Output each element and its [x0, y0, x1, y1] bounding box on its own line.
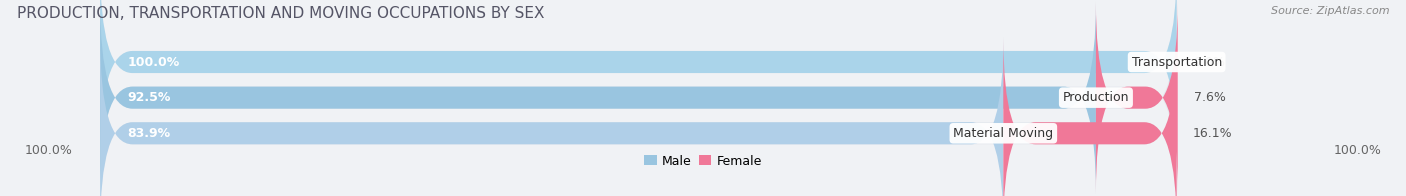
Text: 100.0%: 100.0% — [127, 55, 180, 69]
FancyBboxPatch shape — [100, 37, 1177, 196]
Legend: Male, Female: Male, Female — [640, 150, 766, 172]
Text: 100.0%: 100.0% — [25, 144, 73, 157]
Text: 0.0%: 0.0% — [1192, 55, 1225, 69]
Text: Material Moving: Material Moving — [953, 127, 1053, 140]
Text: 100.0%: 100.0% — [1333, 144, 1381, 157]
Text: Production: Production — [1063, 91, 1129, 104]
FancyBboxPatch shape — [100, 37, 1004, 196]
FancyBboxPatch shape — [100, 2, 1177, 193]
FancyBboxPatch shape — [100, 0, 1177, 158]
Text: 16.1%: 16.1% — [1192, 127, 1233, 140]
Text: 83.9%: 83.9% — [127, 127, 170, 140]
Text: PRODUCTION, TRANSPORTATION AND MOVING OCCUPATIONS BY SEX: PRODUCTION, TRANSPORTATION AND MOVING OC… — [17, 6, 544, 21]
Text: Transportation: Transportation — [1132, 55, 1222, 69]
Text: 7.6%: 7.6% — [1194, 91, 1226, 104]
FancyBboxPatch shape — [1004, 37, 1177, 196]
FancyBboxPatch shape — [100, 2, 1095, 193]
Text: Source: ZipAtlas.com: Source: ZipAtlas.com — [1271, 6, 1389, 16]
FancyBboxPatch shape — [100, 0, 1177, 158]
FancyBboxPatch shape — [1095, 2, 1178, 193]
Text: 92.5%: 92.5% — [127, 91, 170, 104]
